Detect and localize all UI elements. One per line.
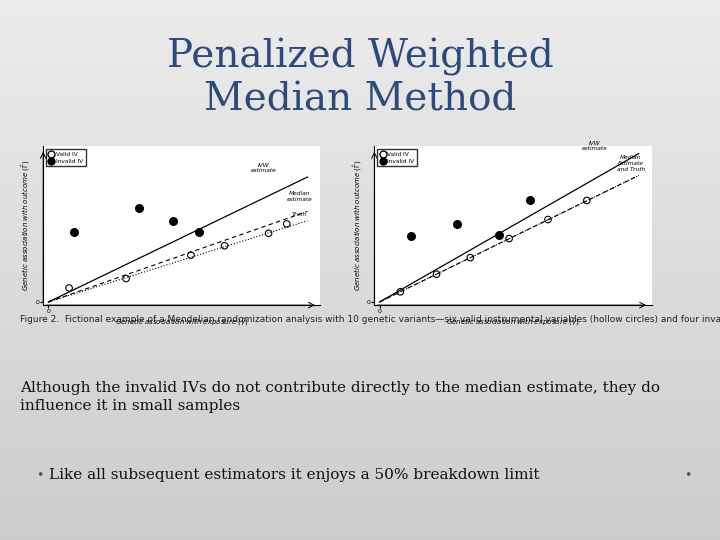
- Point: [219, 241, 230, 250]
- Point: [193, 227, 204, 236]
- Point: [395, 287, 406, 296]
- Text: •: •: [684, 469, 691, 482]
- Point: [451, 220, 463, 228]
- Point: [120, 274, 132, 283]
- Text: Although the invalid IVs do not contribute directly to the median estimate, they: Although the invalid IVs do not contribu…: [20, 381, 660, 413]
- Y-axis label: Genetic association with outcome $(\hat{\Gamma})$: Genetic association with outcome $(\hat{…: [20, 160, 32, 291]
- Text: Truth: Truth: [292, 212, 307, 217]
- Text: Median
Estimate
and Truth: Median Estimate and Truth: [617, 155, 645, 172]
- Point: [63, 284, 75, 292]
- Point: [581, 196, 593, 205]
- Point: [542, 215, 554, 224]
- Y-axis label: Genetic association with outcome $(\hat{\Gamma})$: Genetic association with outcome $(\hat{…: [351, 160, 364, 291]
- Text: IVW
estimate: IVW estimate: [582, 141, 608, 152]
- Point: [431, 270, 442, 279]
- Point: [68, 227, 80, 236]
- Text: Median Method: Median Method: [204, 82, 516, 118]
- Point: [524, 196, 536, 205]
- Point: [167, 217, 179, 225]
- Text: Figure 2.  Fictional example of a Mendelian randomization analysis with 10 genet: Figure 2. Fictional example of a Mendeli…: [20, 315, 720, 324]
- Point: [281, 220, 292, 228]
- Point: [464, 253, 476, 262]
- Text: Median
estimate: Median estimate: [287, 192, 312, 202]
- X-axis label: Genetic association with exposure $(\hat{\gamma})$: Genetic association with exposure $(\hat…: [446, 317, 580, 328]
- Point: [405, 232, 416, 241]
- Text: Like all subsequent estimators it enjoys a 50% breakdown limit: Like all subsequent estimators it enjoys…: [49, 468, 539, 482]
- Text: IVW
estimate: IVW estimate: [251, 163, 276, 173]
- Text: Penalized Weighted: Penalized Weighted: [166, 38, 554, 76]
- Point: [133, 204, 145, 213]
- Point: [493, 231, 505, 239]
- Point: [503, 234, 515, 243]
- Point: [185, 251, 197, 259]
- Point: [263, 229, 274, 238]
- Legend: Valid IV, Invalid IV: Valid IV, Invalid IV: [377, 148, 418, 166]
- Legend: Valid IV, Invalid IV: Valid IV, Invalid IV: [46, 148, 86, 166]
- X-axis label: Genetic association with exposure $(\hat{\gamma})$: Genetic association with exposure $(\hat…: [115, 317, 248, 328]
- Text: •: •: [36, 469, 43, 482]
